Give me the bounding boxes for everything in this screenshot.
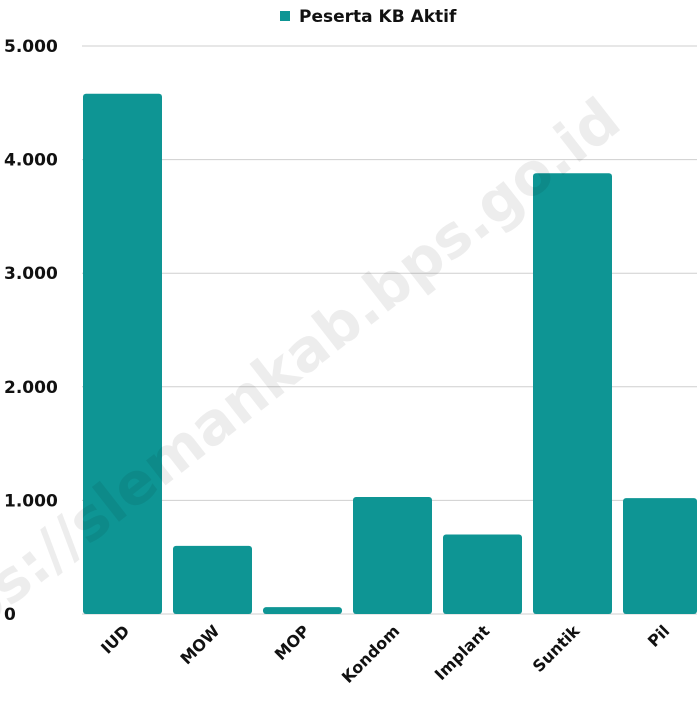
- x-category-label: Implant: [431, 621, 494, 684]
- bar-pil: [623, 498, 697, 614]
- y-tick-label: 2.000: [4, 378, 58, 398]
- y-tick-label: 0: [4, 605, 16, 625]
- x-category-label: MOW: [177, 621, 224, 668]
- x-category-label: Suntik: [529, 621, 584, 676]
- x-category-label: MOP: [271, 621, 314, 664]
- y-axis-tick-labels: 0 1.000 2.000 3.000 4.000 5.000: [4, 37, 58, 625]
- legend-label: Peserta KB Aktif: [299, 7, 457, 27]
- y-tick-label: 3.000: [4, 264, 58, 284]
- bar-mop: [263, 607, 342, 614]
- legend: Peserta KB Aktif: [280, 7, 457, 27]
- x-axis-category-labels: IUD MOW MOP Kondom Implant Suntik Pil: [97, 621, 673, 687]
- y-tick-label: 1.000: [4, 491, 58, 511]
- bar-suntik: [533, 173, 612, 614]
- y-tick-label: 5.000: [4, 37, 58, 57]
- y-tick-label: 4.000: [4, 151, 58, 171]
- bars: [83, 93, 697, 615]
- bar-kondom: [353, 496, 432, 614]
- x-category-label: IUD: [97, 621, 133, 657]
- x-category-label: Kondom: [338, 621, 403, 686]
- legend-swatch: [280, 11, 290, 21]
- x-category-label: Pil: [644, 621, 673, 650]
- bar-iud: [83, 93, 162, 615]
- bar-mow: [173, 545, 252, 614]
- bar-implant: [443, 534, 522, 614]
